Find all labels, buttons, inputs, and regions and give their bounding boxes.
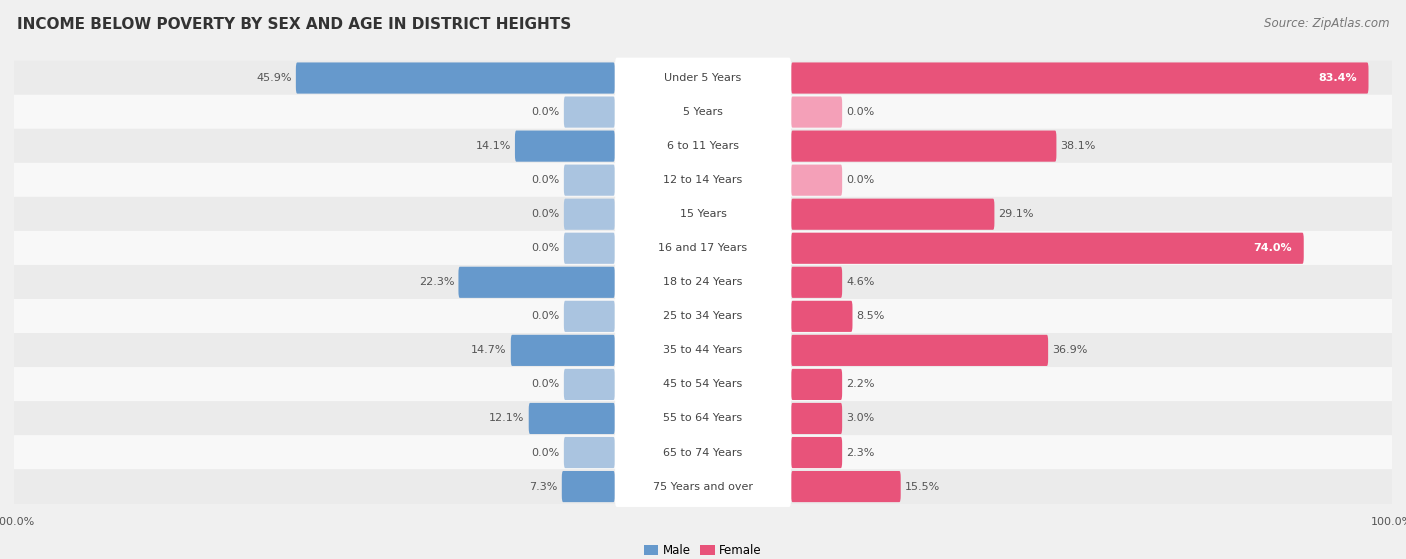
Text: 45 to 54 Years: 45 to 54 Years [664,380,742,390]
FancyBboxPatch shape [295,63,614,93]
Text: 65 to 74 Years: 65 to 74 Years [664,448,742,457]
FancyBboxPatch shape [614,364,792,405]
Text: 35 to 44 Years: 35 to 44 Years [664,345,742,356]
FancyBboxPatch shape [792,471,901,502]
Text: 0.0%: 0.0% [531,380,560,390]
FancyBboxPatch shape [564,233,614,264]
Text: 0.0%: 0.0% [531,209,560,219]
Text: INCOME BELOW POVERTY BY SEX AND AGE IN DISTRICT HEIGHTS: INCOME BELOW POVERTY BY SEX AND AGE IN D… [17,17,571,32]
Text: Source: ZipAtlas.com: Source: ZipAtlas.com [1264,17,1389,30]
FancyBboxPatch shape [510,335,614,366]
Text: 45.9%: 45.9% [256,73,291,83]
FancyBboxPatch shape [792,164,842,196]
FancyBboxPatch shape [792,437,842,468]
FancyBboxPatch shape [614,92,792,132]
Text: 5 Years: 5 Years [683,107,723,117]
FancyBboxPatch shape [14,401,1392,436]
FancyBboxPatch shape [14,163,1392,197]
Text: 2.3%: 2.3% [846,448,875,457]
Text: 36.9%: 36.9% [1052,345,1088,356]
FancyBboxPatch shape [564,198,614,230]
FancyBboxPatch shape [14,265,1392,300]
Text: 38.1%: 38.1% [1060,141,1095,151]
FancyBboxPatch shape [614,330,792,371]
FancyBboxPatch shape [614,432,792,473]
FancyBboxPatch shape [792,131,1056,162]
Text: 83.4%: 83.4% [1319,73,1357,83]
FancyBboxPatch shape [614,228,792,269]
Text: 3.0%: 3.0% [846,414,875,424]
Text: 6 to 11 Years: 6 to 11 Years [666,141,740,151]
Text: 8.5%: 8.5% [856,311,884,321]
Text: 0.0%: 0.0% [531,448,560,457]
Text: 18 to 24 Years: 18 to 24 Years [664,277,742,287]
Text: 22.3%: 22.3% [419,277,454,287]
FancyBboxPatch shape [529,403,614,434]
FancyBboxPatch shape [14,94,1392,130]
FancyBboxPatch shape [14,333,1392,368]
Text: 0.0%: 0.0% [531,311,560,321]
Text: 4.6%: 4.6% [846,277,875,287]
FancyBboxPatch shape [14,197,1392,231]
Text: 0.0%: 0.0% [531,107,560,117]
FancyBboxPatch shape [564,369,614,400]
FancyBboxPatch shape [614,58,792,98]
FancyBboxPatch shape [614,262,792,303]
Text: 75 Years and over: 75 Years and over [652,481,754,491]
FancyBboxPatch shape [792,267,842,298]
FancyBboxPatch shape [564,301,614,332]
FancyBboxPatch shape [14,435,1392,470]
Text: 29.1%: 29.1% [998,209,1033,219]
FancyBboxPatch shape [792,63,1368,93]
FancyBboxPatch shape [14,231,1392,266]
FancyBboxPatch shape [792,233,1303,264]
Legend: Male, Female: Male, Female [640,539,766,559]
Text: 2.2%: 2.2% [846,380,875,390]
FancyBboxPatch shape [792,198,994,230]
Text: 14.7%: 14.7% [471,345,506,356]
Text: 15.5%: 15.5% [905,481,941,491]
FancyBboxPatch shape [515,131,614,162]
Text: 14.1%: 14.1% [475,141,510,151]
Text: 12.1%: 12.1% [489,414,524,424]
FancyBboxPatch shape [792,97,842,127]
FancyBboxPatch shape [614,194,792,235]
FancyBboxPatch shape [614,398,792,439]
Text: 0.0%: 0.0% [846,175,875,185]
FancyBboxPatch shape [14,299,1392,334]
FancyBboxPatch shape [564,164,614,196]
Text: 0.0%: 0.0% [846,107,875,117]
Text: 55 to 64 Years: 55 to 64 Years [664,414,742,424]
FancyBboxPatch shape [564,97,614,127]
Text: 74.0%: 74.0% [1253,243,1292,253]
Text: 0.0%: 0.0% [531,175,560,185]
Text: 25 to 34 Years: 25 to 34 Years [664,311,742,321]
FancyBboxPatch shape [14,469,1392,504]
FancyBboxPatch shape [614,296,792,337]
FancyBboxPatch shape [792,301,852,332]
FancyBboxPatch shape [792,335,1047,366]
FancyBboxPatch shape [458,267,614,298]
FancyBboxPatch shape [792,403,842,434]
FancyBboxPatch shape [614,160,792,201]
FancyBboxPatch shape [14,61,1392,96]
Text: Under 5 Years: Under 5 Years [665,73,741,83]
FancyBboxPatch shape [614,466,792,507]
Text: 15 Years: 15 Years [679,209,727,219]
Text: 7.3%: 7.3% [529,481,558,491]
FancyBboxPatch shape [564,437,614,468]
FancyBboxPatch shape [562,471,614,502]
Text: 16 and 17 Years: 16 and 17 Years [658,243,748,253]
FancyBboxPatch shape [14,129,1392,163]
Text: 12 to 14 Years: 12 to 14 Years [664,175,742,185]
FancyBboxPatch shape [614,126,792,167]
FancyBboxPatch shape [14,367,1392,402]
FancyBboxPatch shape [792,369,842,400]
Text: 0.0%: 0.0% [531,243,560,253]
